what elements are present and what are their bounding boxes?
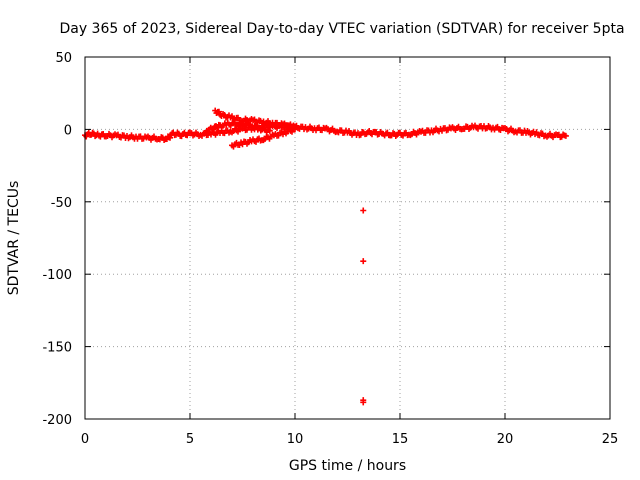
data-point-marker: [360, 399, 367, 406]
data-point-marker: [292, 126, 298, 133]
data-point-marker: [360, 207, 367, 214]
y-tick-label: -100: [42, 268, 72, 283]
axis-ticks: 0 5 10 15 20 25 50 0 -50 -100 -150 -200: [42, 51, 618, 447]
data-point-marker: [167, 134, 174, 141]
x-tick-label: 0: [81, 432, 89, 447]
x-axis-label: GPS time / hours: [289, 458, 406, 474]
data-point-marker: [215, 108, 222, 115]
y-tick-label: -50: [51, 196, 72, 211]
chart-title: Day 365 of 2023, Sidereal Day-to-day VTE…: [59, 21, 624, 37]
x-tick-label: 20: [497, 432, 514, 447]
y-tick-label: 0: [64, 123, 72, 138]
x-tick-label: 5: [186, 432, 194, 447]
data-points: [82, 107, 569, 406]
y-tick-label: 50: [55, 51, 72, 66]
data-point-marker: [562, 132, 569, 139]
x-tick-label: 25: [602, 432, 619, 447]
data-point-marker: [360, 258, 367, 265]
data-point-marker: [266, 127, 273, 134]
grid-lines: [85, 57, 610, 419]
x-tick-label: 15: [392, 432, 409, 447]
x-tick-label: 10: [287, 432, 304, 447]
y-axis-label: SDTVAR / TECUs: [6, 181, 22, 296]
plot-frame: [84, 56, 611, 420]
y-tick-label: -200: [42, 413, 72, 428]
y-tick-label: -150: [42, 341, 72, 356]
